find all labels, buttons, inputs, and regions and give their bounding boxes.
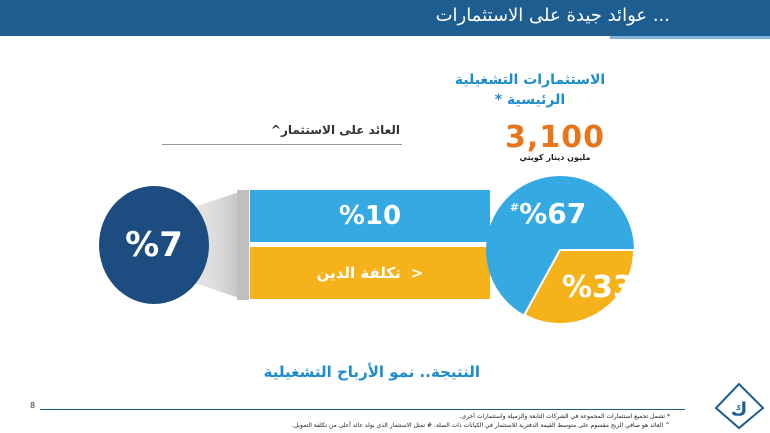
roi-cone-edge bbox=[237, 190, 249, 300]
pie-slice-small bbox=[522, 249, 636, 325]
cost-of-debt-label: تكلفة الدين bbox=[316, 264, 401, 282]
footer-divider bbox=[40, 409, 685, 410]
operational-investments-unit: مليون دينار كويتي bbox=[519, 153, 591, 162]
header-accent-line bbox=[610, 36, 770, 39]
pie-label-large-marker: # bbox=[510, 201, 520, 214]
footnote-2: ^ العائد هو صافي الربح مقسوم على متوسط ا… bbox=[291, 422, 670, 429]
footnote-1: * تشمل تجميع استثمارات المجموعة في الشرك… bbox=[459, 413, 670, 420]
pie-label-small: %33 bbox=[562, 270, 634, 305]
pie-label-large-value: %67 bbox=[519, 197, 587, 230]
roi-circle: %7 bbox=[99, 186, 209, 304]
operational-investments-title-line2: الرئيسية * bbox=[494, 92, 566, 108]
roi-label: العائد على الاستثمار^ bbox=[270, 123, 400, 137]
cost-of-debt-symbol: < bbox=[410, 264, 424, 282]
return-bar-value: %10 bbox=[338, 201, 402, 231]
header-bar: ... عوائد جيدة على الاستثمارات bbox=[0, 0, 770, 36]
page-title: ... عوائد جيدة على الاستثمارات bbox=[435, 5, 670, 26]
return-bar: %10 bbox=[250, 190, 490, 242]
operational-investments-title: الاستثمارات التشغيلية الرئيسية * bbox=[430, 70, 630, 110]
cost-of-debt-bar: < تكلفة الدين bbox=[250, 247, 490, 299]
investment-pie-chart bbox=[486, 176, 636, 325]
pie-label-large: #%67 bbox=[510, 197, 586, 230]
roi-divider bbox=[162, 144, 402, 145]
pie-slice-large bbox=[486, 176, 634, 315]
operational-investments-title-line1: الاستثمارات التشغيلية bbox=[454, 72, 606, 88]
operational-investments-value: 3,100 bbox=[505, 120, 605, 155]
svg-text:ك: ك bbox=[731, 399, 748, 420]
result-statement: النتيجة.. نمو الأرباح التشغيلية bbox=[263, 363, 480, 381]
roi-value: %7 bbox=[125, 225, 183, 265]
page-number: 8 bbox=[30, 401, 36, 410]
company-logo: ك bbox=[714, 382, 765, 430]
